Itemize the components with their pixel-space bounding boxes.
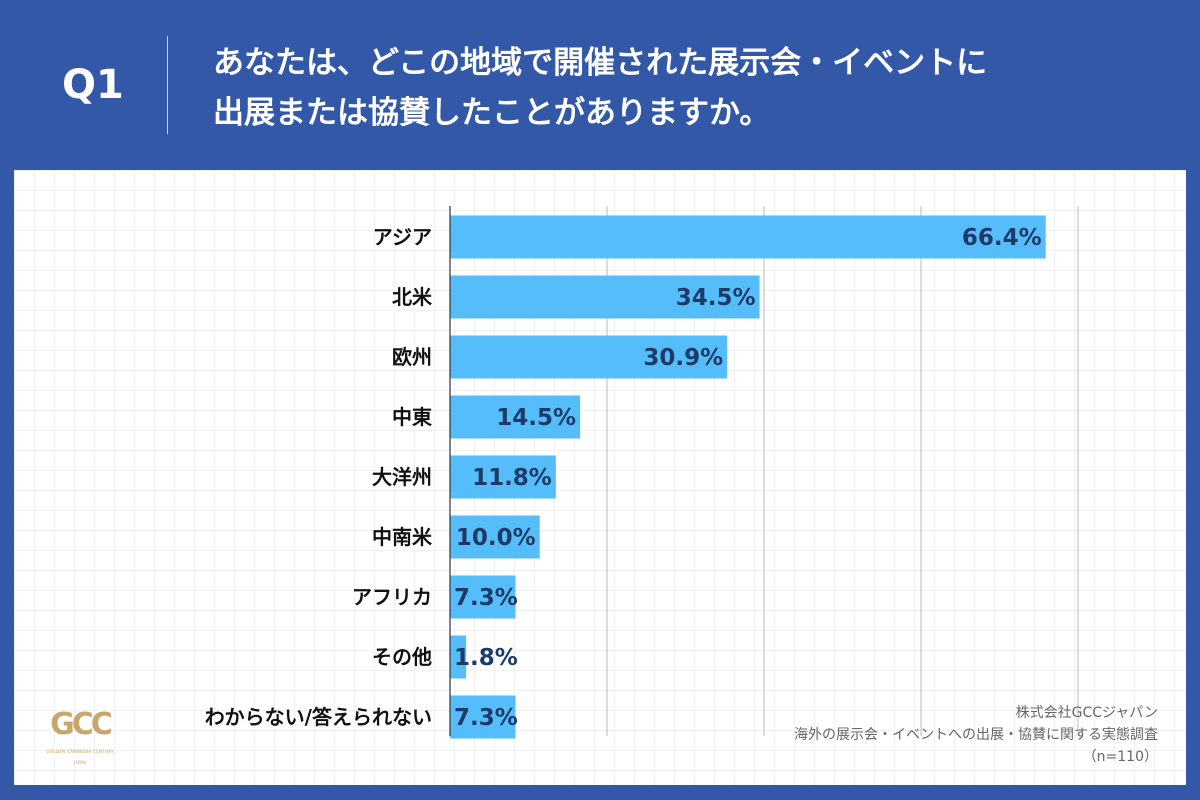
chart-panel (14, 170, 1186, 785)
value-label: 66.4% (962, 225, 1042, 251)
header-divider (167, 36, 168, 134)
title-line-2: 出展または協賛したことがありますか。 (213, 95, 771, 131)
source-credit: 株式会社GCCジャパン 海外の展示会・イベントへの出展・協賛に関する実態調査 （… (794, 702, 1158, 768)
page-title: あなたは、どこの地域で開催された展示会・イベントに 出展または協賛したことがあり… (213, 38, 987, 138)
sample-size: （n=110） (1082, 749, 1158, 765)
category-label: 大洋州 (372, 465, 432, 489)
bar (450, 455, 556, 499)
value-label: 7.3% (454, 585, 518, 611)
bar (450, 275, 760, 319)
company-name: 株式会社GCCジャパン (1015, 705, 1158, 721)
bar (450, 215, 1046, 259)
bar (450, 575, 516, 619)
gcc-logo-mark: GCC GOLDEN CAMBODIA CENTURY JAPAN (46, 707, 115, 765)
bar (450, 395, 581, 439)
value-label: 34.5% (676, 285, 756, 311)
category-label: その他 (372, 645, 432, 669)
bar (450, 335, 728, 379)
category-label: 北米 (392, 285, 433, 309)
svg-text:JAPAN: JAPAN (73, 760, 86, 765)
bar (450, 515, 540, 559)
bar (450, 635, 467, 679)
category-label: アフリカ (352, 585, 432, 609)
gcc-logo: GCC GOLDEN CAMBODIA CENTURY JAPAN (40, 706, 120, 774)
value-label: 1.8% (454, 645, 518, 671)
value-label: 10.0% (456, 525, 536, 551)
category-label: 中南米 (372, 525, 433, 549)
value-label: 14.5% (496, 405, 576, 431)
category-label: アジア (373, 225, 432, 249)
bar (450, 695, 516, 739)
title-line-1: あなたは、どこの地域で開催された展示会・イベントに (213, 45, 988, 81)
value-label: 30.9% (643, 345, 723, 371)
survey-name: 海外の展示会・イベントへの出展・協賛に関する実態調査 (794, 727, 1158, 743)
category-label: 欧州 (392, 345, 432, 369)
category-label: わからない/答えられない (205, 705, 432, 729)
question-number: Q1 (62, 62, 124, 108)
value-label: 11.8% (472, 465, 552, 491)
svg-text:GOLDEN CAMBODIA CENTURY: GOLDEN CAMBODIA CENTURY (46, 749, 114, 755)
svg-text:GCC: GCC (50, 707, 112, 742)
value-label: 7.3% (454, 705, 518, 731)
category-label: 中東 (392, 405, 432, 429)
